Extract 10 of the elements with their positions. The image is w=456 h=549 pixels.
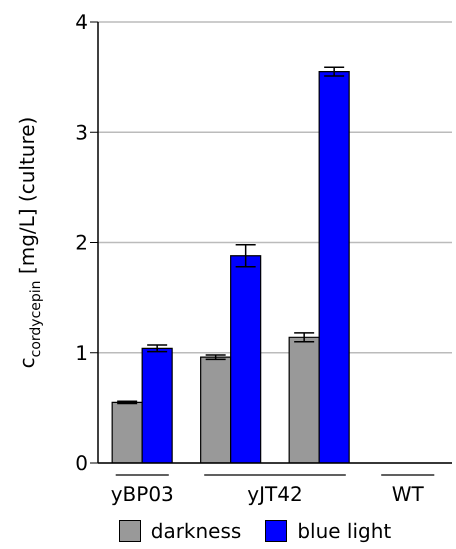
y-tick-label: 3 bbox=[75, 120, 88, 144]
x-tick-label: yBP03 bbox=[110, 482, 174, 506]
text: yJT42 bbox=[247, 482, 303, 506]
x-tick-label: WT bbox=[392, 482, 425, 506]
y-tick-label: 1 bbox=[75, 340, 88, 365]
legend-label: darkness bbox=[150, 519, 242, 543]
y-tick-label: 0 bbox=[75, 451, 88, 476]
y-tick-label: 4 bbox=[75, 10, 88, 34]
y-tick-label: 2 bbox=[75, 230, 88, 255]
legend-label: blue light bbox=[297, 519, 392, 543]
